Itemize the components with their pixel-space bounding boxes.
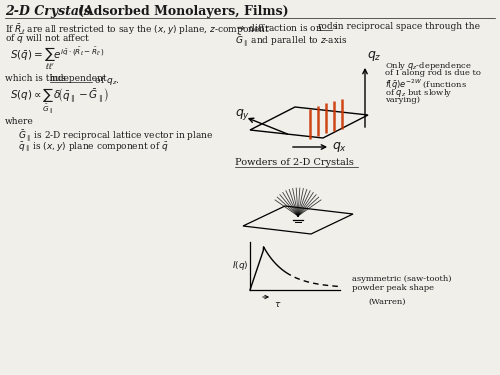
Text: $q_y$: $q_y$ [235,108,250,123]
Text: $I(q)$: $I(q)$ [232,260,248,273]
Text: $\Rightarrow$ diffraction is on: $\Rightarrow$ diffraction is on [235,22,323,33]
Text: rods: rods [318,22,338,31]
Text: 2-D Crystals: 2-D Crystals [5,5,95,18]
Text: of $q_z$ but slowly: of $q_z$ but slowly [385,87,452,99]
Text: $\tau$: $\tau$ [274,300,281,309]
Text: $f(\bar{q})e^{-2W}$ (functions: $f(\bar{q})e^{-2W}$ (functions [385,78,467,92]
Text: independent: independent [50,74,108,83]
Text: of I along rod is due to: of I along rod is due to [385,69,481,77]
Text: of $\bar{q}$ will not affect: of $\bar{q}$ will not affect [5,32,90,45]
Text: (Warren): (Warren) [368,298,406,306]
Text: $q_z$: $q_z$ [367,49,382,63]
Text: $S(q) \propto \sum_{\bar{G}_{\parallel}} \delta\!\left(\bar{q}_{\parallel} - \ba: $S(q) \propto \sum_{\bar{G}_{\parallel}}… [10,87,110,116]
Text: If $\bar{R}_\ell$ are all restricted to say the $(x,y)$ plane, $z$-component: If $\bar{R}_\ell$ are all restricted to … [5,22,270,37]
Text: of $q_z$.: of $q_z$. [92,74,120,87]
Text: $S(\bar{q}) = \sum_{\ell\ell'} e^{i\bar{q}\cdot(\bar{R}_\ell - \bar{R}_{\ell'})}: $S(\bar{q}) = \sum_{\ell\ell'} e^{i\bar{… [10,46,104,72]
Text: $\bar{G}_{\parallel}$ is 2-D reciprocal lattice vector in plane: $\bar{G}_{\parallel}$ is 2-D reciprocal … [18,128,214,143]
Text: $\bar{q}_{\parallel}$ is $(x,y)$ plane component of $\bar{q}$: $\bar{q}_{\parallel}$ is $(x,y)$ plane c… [18,141,169,154]
Text: which is thus: which is thus [5,74,69,83]
Text: $q_x$: $q_x$ [332,140,347,154]
Text: Only $q_z$-dependence: Only $q_z$-dependence [385,60,472,72]
Text: powder peak shape: powder peak shape [352,284,434,292]
Text: (Adsorbed Monolayers, Films): (Adsorbed Monolayers, Films) [78,5,288,18]
Text: varying): varying) [385,96,420,104]
Text: asymmetric (saw-tooth): asymmetric (saw-tooth) [352,275,452,283]
Text: where: where [5,117,34,126]
Text: $\bar{G}_{\parallel}$ and parallel to $z$-axis: $\bar{G}_{\parallel}$ and parallel to $z… [235,33,348,48]
Text: in reciprocal space through the: in reciprocal space through the [332,22,480,31]
Text: Powders of 2-D Crystals: Powders of 2-D Crystals [235,158,354,167]
